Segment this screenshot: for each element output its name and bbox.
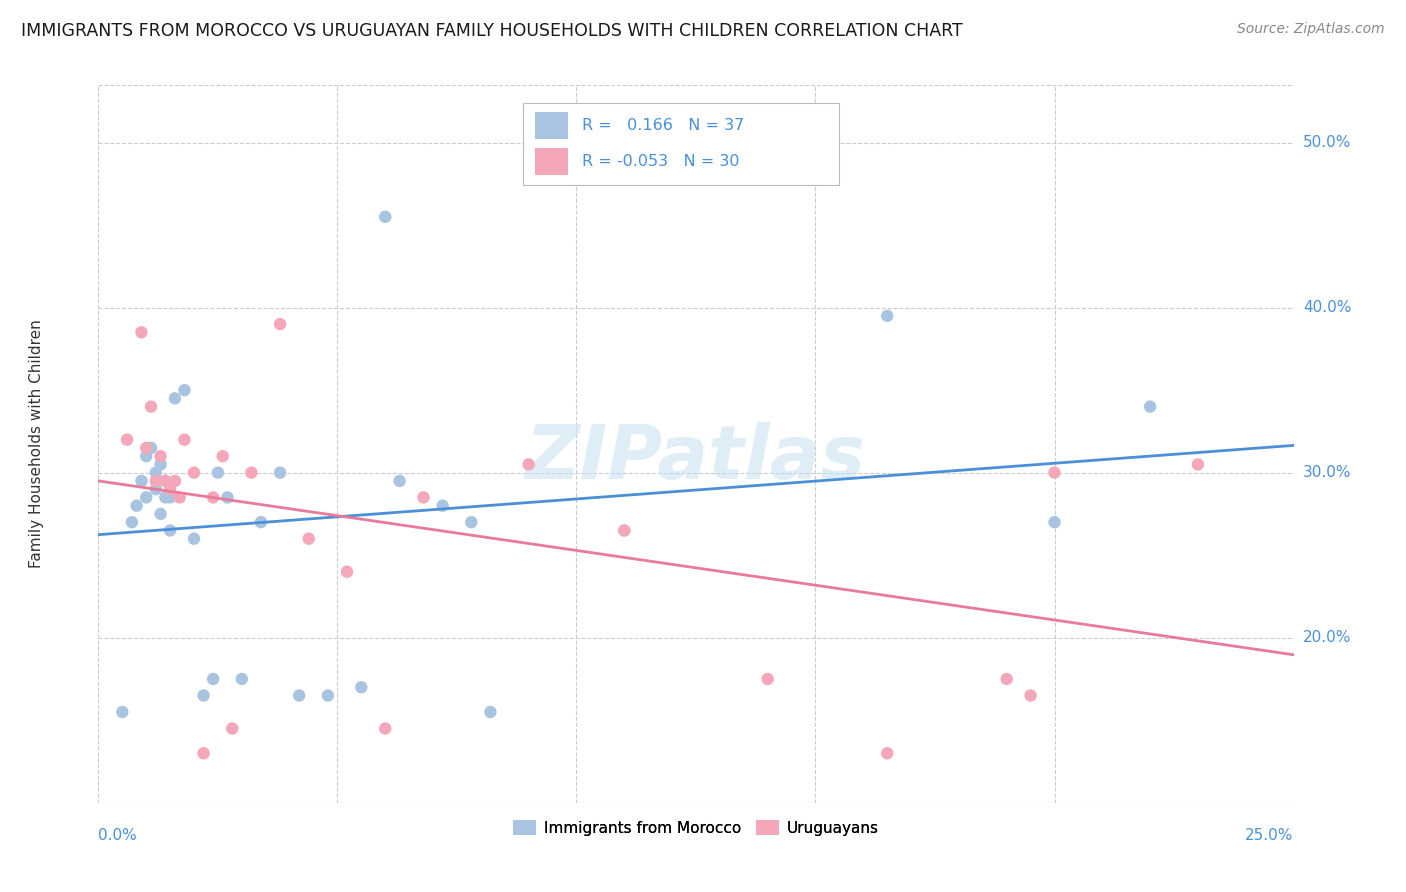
Text: IMMIGRANTS FROM MOROCCO VS URUGUAYAN FAMILY HOUSEHOLDS WITH CHILDREN CORRELATION: IMMIGRANTS FROM MOROCCO VS URUGUAYAN FAM…: [21, 22, 963, 40]
Point: [145, 466, 167, 480]
Point: [876, 309, 898, 323]
Point: [121, 515, 143, 529]
FancyBboxPatch shape: [523, 103, 839, 186]
Point: [163, 474, 186, 488]
Text: 30.0%: 30.0%: [1303, 465, 1351, 480]
Point: [159, 524, 181, 538]
Point: [269, 317, 291, 331]
Text: Family Households with Children: Family Households with Children: [28, 319, 44, 568]
Point: [876, 746, 898, 760]
Point: [250, 515, 273, 529]
Bar: [534, 112, 568, 139]
Point: [183, 532, 205, 546]
Text: 50.0%: 50.0%: [1303, 135, 1351, 150]
Point: [517, 458, 540, 472]
Point: [1019, 689, 1042, 703]
Text: ZIPatlas: ZIPatlas: [526, 422, 866, 495]
Point: [298, 532, 321, 546]
Point: [202, 672, 225, 686]
Point: [149, 449, 172, 463]
Point: [479, 705, 502, 719]
Point: [173, 383, 195, 397]
Point: [207, 466, 229, 480]
Point: [316, 689, 339, 703]
Point: [159, 491, 181, 505]
Point: [115, 433, 138, 447]
Point: [240, 466, 263, 480]
Point: [211, 449, 233, 463]
Text: R = -0.053   N = 30: R = -0.053 N = 30: [582, 154, 740, 169]
Point: [350, 680, 373, 694]
Text: 20.0%: 20.0%: [1303, 631, 1351, 645]
Point: [412, 491, 434, 505]
Point: [131, 474, 153, 488]
Text: R =   0.166   N = 37: R = 0.166 N = 37: [582, 118, 745, 133]
Point: [231, 672, 253, 686]
Point: [163, 392, 186, 406]
Point: [374, 722, 396, 736]
Point: [139, 400, 162, 414]
Point: [388, 474, 411, 488]
Point: [135, 449, 157, 463]
Text: 0.0%: 0.0%: [98, 828, 138, 843]
Text: 25.0%: 25.0%: [1246, 828, 1294, 843]
Text: Source: ZipAtlas.com: Source: ZipAtlas.com: [1237, 22, 1385, 37]
Point: [159, 482, 181, 496]
Point: [336, 565, 359, 579]
Point: [217, 491, 239, 505]
Point: [269, 466, 291, 480]
Point: [145, 474, 167, 488]
Point: [288, 689, 311, 703]
Point: [1187, 458, 1209, 472]
Point: [193, 746, 215, 760]
Point: [149, 507, 172, 521]
Point: [111, 705, 134, 719]
Point: [125, 499, 148, 513]
Point: [135, 441, 157, 455]
Point: [135, 491, 157, 505]
Point: [169, 491, 191, 505]
Point: [173, 433, 195, 447]
Point: [131, 326, 153, 340]
Point: [1139, 400, 1161, 414]
Point: [145, 482, 167, 496]
Text: 40.0%: 40.0%: [1303, 300, 1351, 315]
Bar: [534, 148, 568, 175]
Point: [1043, 466, 1066, 480]
Point: [613, 524, 636, 538]
Point: [202, 491, 225, 505]
Point: [139, 441, 162, 455]
Point: [221, 722, 243, 736]
Point: [1043, 515, 1066, 529]
Point: [460, 515, 482, 529]
Legend: Immigrants from Morocco, Uruguayans: Immigrants from Morocco, Uruguayans: [508, 814, 884, 842]
Point: [374, 210, 396, 224]
Point: [155, 491, 177, 505]
Point: [183, 466, 205, 480]
Point: [756, 672, 779, 686]
Point: [149, 458, 172, 472]
Point: [613, 524, 636, 538]
Point: [155, 474, 177, 488]
Point: [155, 474, 177, 488]
Point: [995, 672, 1018, 686]
Point: [432, 499, 454, 513]
Point: [193, 689, 215, 703]
